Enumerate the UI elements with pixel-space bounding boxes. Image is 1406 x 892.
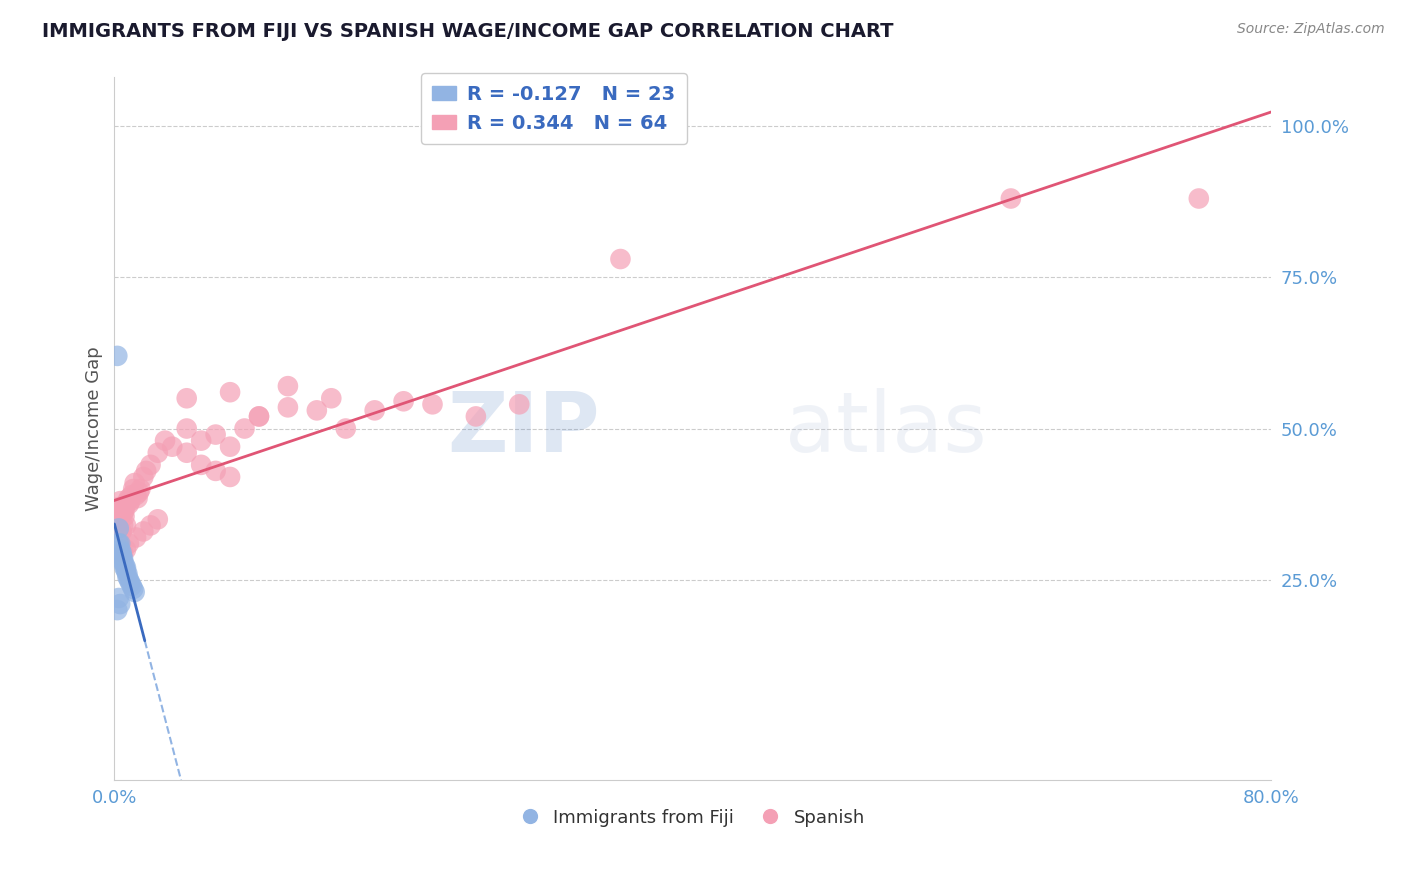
- Point: [233, 421, 256, 435]
- Point: [422, 397, 444, 411]
- Point: [122, 482, 145, 496]
- Point: [111, 524, 134, 539]
- Point: [277, 379, 299, 393]
- Point: [118, 491, 141, 505]
- Point: [335, 421, 357, 435]
- Point: [105, 509, 128, 524]
- Point: [146, 446, 169, 460]
- Point: [111, 549, 134, 563]
- Point: [464, 409, 486, 424]
- Point: [124, 585, 146, 599]
- Point: [108, 542, 131, 557]
- Point: [115, 542, 138, 557]
- Point: [176, 421, 198, 435]
- Point: [363, 403, 385, 417]
- Point: [190, 458, 212, 472]
- Point: [104, 509, 127, 524]
- Point: [121, 579, 143, 593]
- Point: [114, 558, 136, 572]
- Y-axis label: Wage/Income Gap: Wage/Income Gap: [86, 346, 103, 511]
- Text: atlas: atlas: [786, 388, 987, 469]
- Text: Source: ZipAtlas.com: Source: ZipAtlas.com: [1237, 22, 1385, 37]
- Point: [107, 506, 129, 520]
- Point: [112, 518, 135, 533]
- Point: [305, 403, 328, 417]
- Point: [219, 385, 242, 400]
- Point: [107, 500, 129, 515]
- Point: [111, 549, 134, 563]
- Point: [146, 512, 169, 526]
- Point: [277, 401, 299, 415]
- Point: [111, 500, 134, 515]
- Point: [127, 491, 149, 505]
- Point: [108, 494, 131, 508]
- Point: [129, 482, 152, 496]
- Point: [105, 603, 128, 617]
- Point: [108, 506, 131, 520]
- Point: [112, 506, 135, 520]
- Legend: Immigrants from Fiji, Spanish: Immigrants from Fiji, Spanish: [513, 801, 872, 834]
- Point: [112, 551, 135, 566]
- Point: [120, 575, 142, 590]
- Point: [219, 440, 242, 454]
- Point: [107, 536, 129, 550]
- Point: [132, 524, 155, 539]
- Point: [124, 475, 146, 490]
- Text: ZIP: ZIP: [447, 388, 600, 469]
- Point: [112, 546, 135, 560]
- Point: [118, 573, 141, 587]
- Point: [115, 497, 138, 511]
- Point: [321, 391, 343, 405]
- Point: [108, 536, 131, 550]
- Point: [204, 427, 226, 442]
- Point: [128, 485, 150, 500]
- Point: [105, 349, 128, 363]
- Point: [115, 518, 138, 533]
- Point: [111, 546, 134, 560]
- Point: [117, 570, 139, 584]
- Point: [139, 518, 162, 533]
- Text: IMMIGRANTS FROM FIJI VS SPANISH WAGE/INCOME GAP CORRELATION CHART: IMMIGRANTS FROM FIJI VS SPANISH WAGE/INC…: [42, 22, 894, 41]
- Point: [1000, 192, 1022, 206]
- Point: [247, 409, 270, 424]
- Point: [204, 464, 226, 478]
- Point: [125, 488, 148, 502]
- Point: [1188, 192, 1211, 206]
- Point: [120, 494, 142, 508]
- Point: [108, 597, 131, 611]
- Point: [118, 497, 141, 511]
- Point: [153, 434, 176, 448]
- Point: [114, 503, 136, 517]
- Point: [392, 394, 415, 409]
- Point: [176, 391, 198, 405]
- Point: [219, 470, 242, 484]
- Point: [114, 560, 136, 574]
- Point: [122, 582, 145, 596]
- Point: [135, 464, 157, 478]
- Point: [112, 555, 135, 569]
- Point: [139, 458, 162, 472]
- Point: [118, 536, 141, 550]
- Point: [121, 488, 143, 502]
- Point: [176, 446, 198, 460]
- Point: [117, 566, 139, 581]
- Point: [117, 494, 139, 508]
- Point: [508, 397, 530, 411]
- Point: [107, 521, 129, 535]
- Point: [125, 531, 148, 545]
- Point: [162, 440, 184, 454]
- Point: [609, 252, 631, 266]
- Point: [132, 470, 155, 484]
- Point: [114, 509, 136, 524]
- Point: [115, 564, 138, 578]
- Point: [190, 434, 212, 448]
- Point: [247, 409, 270, 424]
- Point: [107, 591, 129, 605]
- Point: [115, 560, 138, 574]
